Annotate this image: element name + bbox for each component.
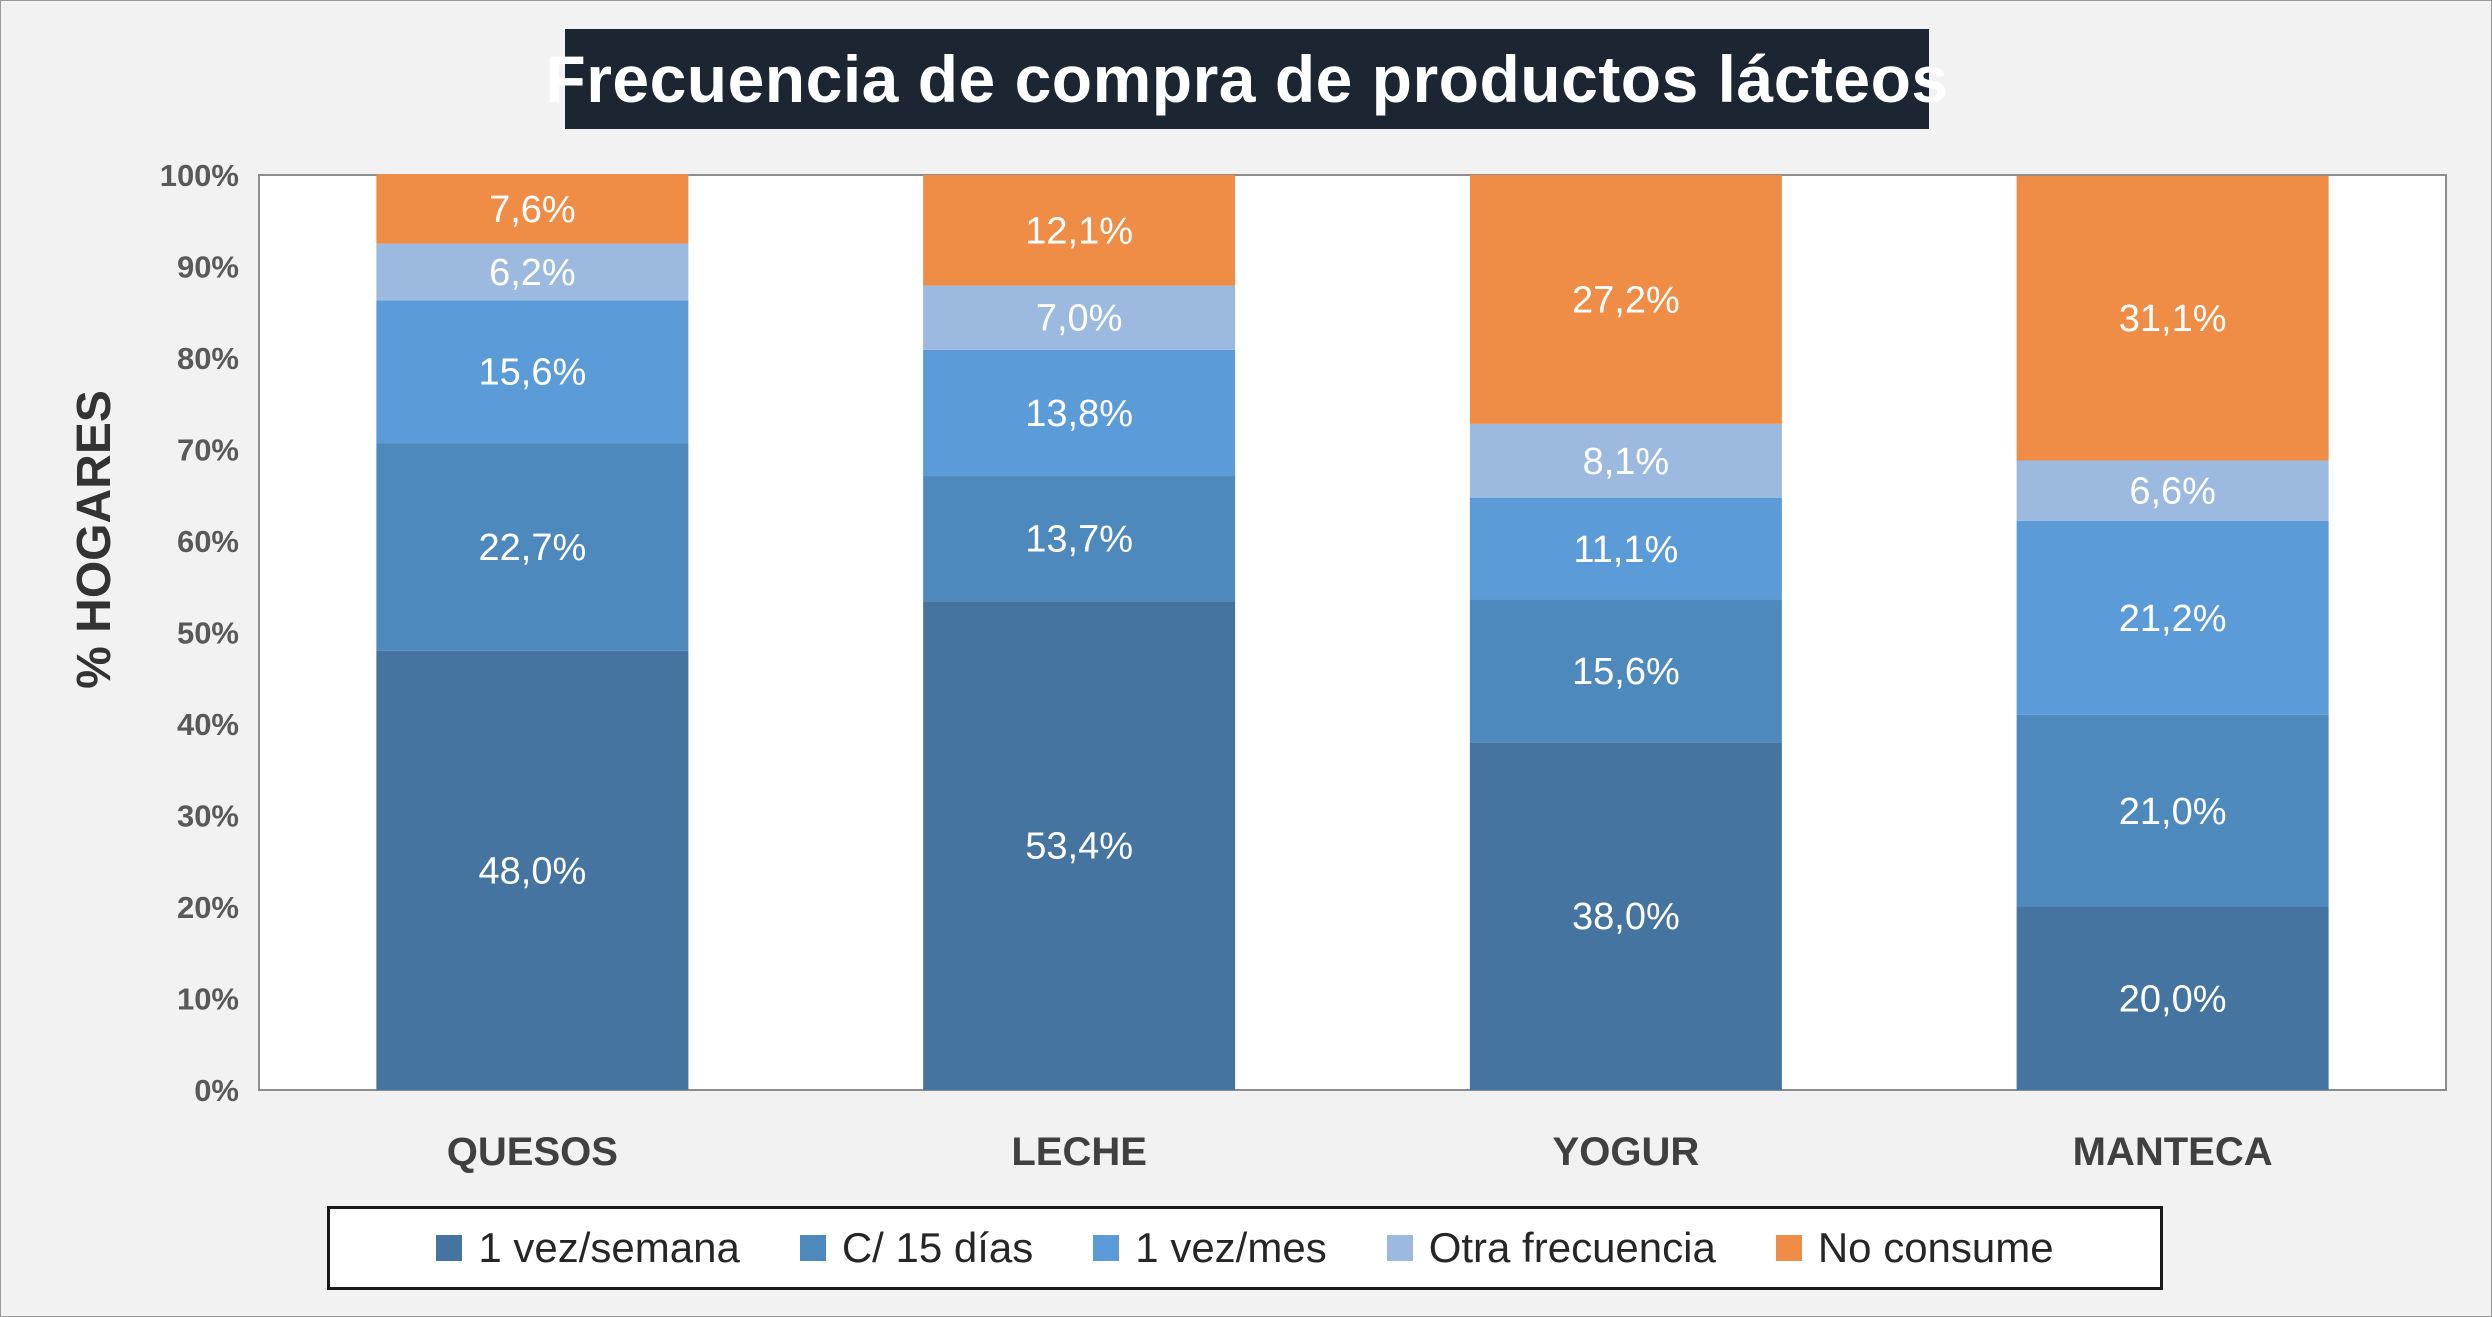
x-ticks-group: QUESOS LECHE YOGUR MANTECA: [447, 1130, 2273, 1174]
bar-segment: [2016, 520, 2329, 715]
bar-data-label: 53,4%: [1025, 826, 1133, 868]
bar-data-label: 11,1%: [1573, 529, 1678, 571]
legend-label: 1 vez/mes: [1135, 1224, 1327, 1271]
bar-data-label: 8,1%: [1583, 441, 1670, 483]
bar-data-label: 22,7%: [479, 527, 587, 569]
bar-segment: [1469, 742, 1782, 1090]
bar-data-label: 31,1%: [2119, 298, 2227, 340]
bar-data-label: 12,1%: [1025, 210, 1133, 252]
y-tick-label: 70%: [177, 433, 239, 468]
legend-item: No consume: [1775, 1224, 2054, 1272]
bar-segment: [923, 601, 1236, 1090]
bar-segment: [923, 175, 1236, 286]
y-tick-label: 40%: [177, 707, 239, 742]
legend-swatch: [799, 1235, 826, 1261]
bar-segment: [923, 476, 1236, 602]
legend-label: C/ 15 días: [841, 1224, 1034, 1271]
legend-swatch: [1386, 1235, 1413, 1261]
y-ticks-group: 0% 10% 20% 30% 40% 50% 60% 70% 80% 90% 100%: [160, 158, 239, 1108]
y-tick-label: 20%: [177, 890, 239, 925]
y-tick-label: 60%: [177, 524, 239, 559]
legend-item: C/ 15 días: [799, 1224, 1034, 1272]
bar-data-label: 6,6%: [2129, 471, 2216, 513]
chart-title-box: Frecuencia de compra de productos lácteo…: [545, 29, 1948, 129]
chart-title: Frecuencia de compra de productos lácteo…: [545, 42, 1949, 116]
bar-segment: [2016, 907, 2329, 1090]
bar-segment: [1469, 497, 1782, 600]
legend-swatch: [1775, 1235, 1802, 1261]
bar-data-label: 48,0%: [479, 850, 587, 892]
bar-segment: [1469, 599, 1782, 743]
bar-segment: [2016, 714, 2329, 907]
bar-data-label: 21,0%: [2119, 791, 2227, 833]
chart-plot: 48,0% 22,7% 15,6% 6,2% 7,6% 53,4% 13,7% 13,8% 7,…: [160, 158, 2447, 1174]
bar-segment: [2016, 460, 2329, 521]
legend-item: 1 vez/semana: [436, 1224, 740, 1272]
bar-data-label: 13,8%: [1025, 393, 1133, 435]
bar-segment: [923, 285, 1236, 350]
bar-segment: [2016, 175, 2329, 461]
bar-data-label: 15,6%: [1572, 651, 1680, 693]
legend: 1 vez/semana C/ 15 días 1 vez/mes Otra frec…: [327, 1206, 2163, 1290]
y-tick-label: 50%: [177, 616, 239, 651]
y-tick-label: 0%: [194, 1073, 239, 1108]
bar-data-label: 6,2%: [489, 252, 576, 294]
bar-segment: [376, 443, 689, 651]
legend-label: 1 vez/semana: [478, 1224, 740, 1271]
x-tick-label: LECHE: [1011, 1130, 1147, 1174]
x-tick-label: QUESOS: [447, 1130, 618, 1174]
legend-item: Otra frecuencia: [1386, 1224, 1716, 1272]
bar-segment: [923, 349, 1236, 477]
x-tick-label: MANTECA: [2073, 1130, 2273, 1174]
bar-segment: [376, 174, 689, 244]
bar-data-label: 20,0%: [2119, 979, 2227, 1021]
bar-data-label: 7,0%: [1036, 298, 1123, 340]
bars-group: 48,0% 22,7% 15,6% 6,2% 7,6% 53,4% 13,7% 13,8% 7,…: [376, 174, 2329, 1090]
bar-data-label: 38,0%: [1572, 896, 1680, 938]
bar-data-label: 27,2%: [1572, 279, 1680, 321]
bar-data-label: 13,7%: [1025, 519, 1133, 561]
y-tick-label: 90%: [177, 250, 239, 285]
bar-data-label: 7,6%: [489, 189, 576, 231]
legend-label: No consume: [1817, 1224, 2054, 1271]
y-tick-label: 10%: [177, 982, 239, 1017]
legend-label: Otra frecuencia: [1428, 1224, 1716, 1271]
bar-segment: [376, 650, 689, 1090]
bar-segment: [376, 243, 689, 301]
legend-swatch: [436, 1235, 463, 1261]
y-tick-label: 100%: [160, 158, 239, 193]
bar-segment: [1469, 175, 1782, 424]
legend-item: 1 vez/mes: [1093, 1224, 1327, 1272]
bar-segment: [1469, 423, 1782, 498]
y-tick-label: 30%: [177, 799, 239, 834]
bar-data-label: 21,2%: [2119, 598, 2227, 640]
legend-swatch: [1093, 1235, 1120, 1261]
bar-segment: [376, 300, 689, 444]
y-tick-label: 80%: [177, 341, 239, 376]
x-tick-label: YOGUR: [1553, 1130, 1700, 1174]
bar-data-label: 15,6%: [479, 352, 587, 394]
